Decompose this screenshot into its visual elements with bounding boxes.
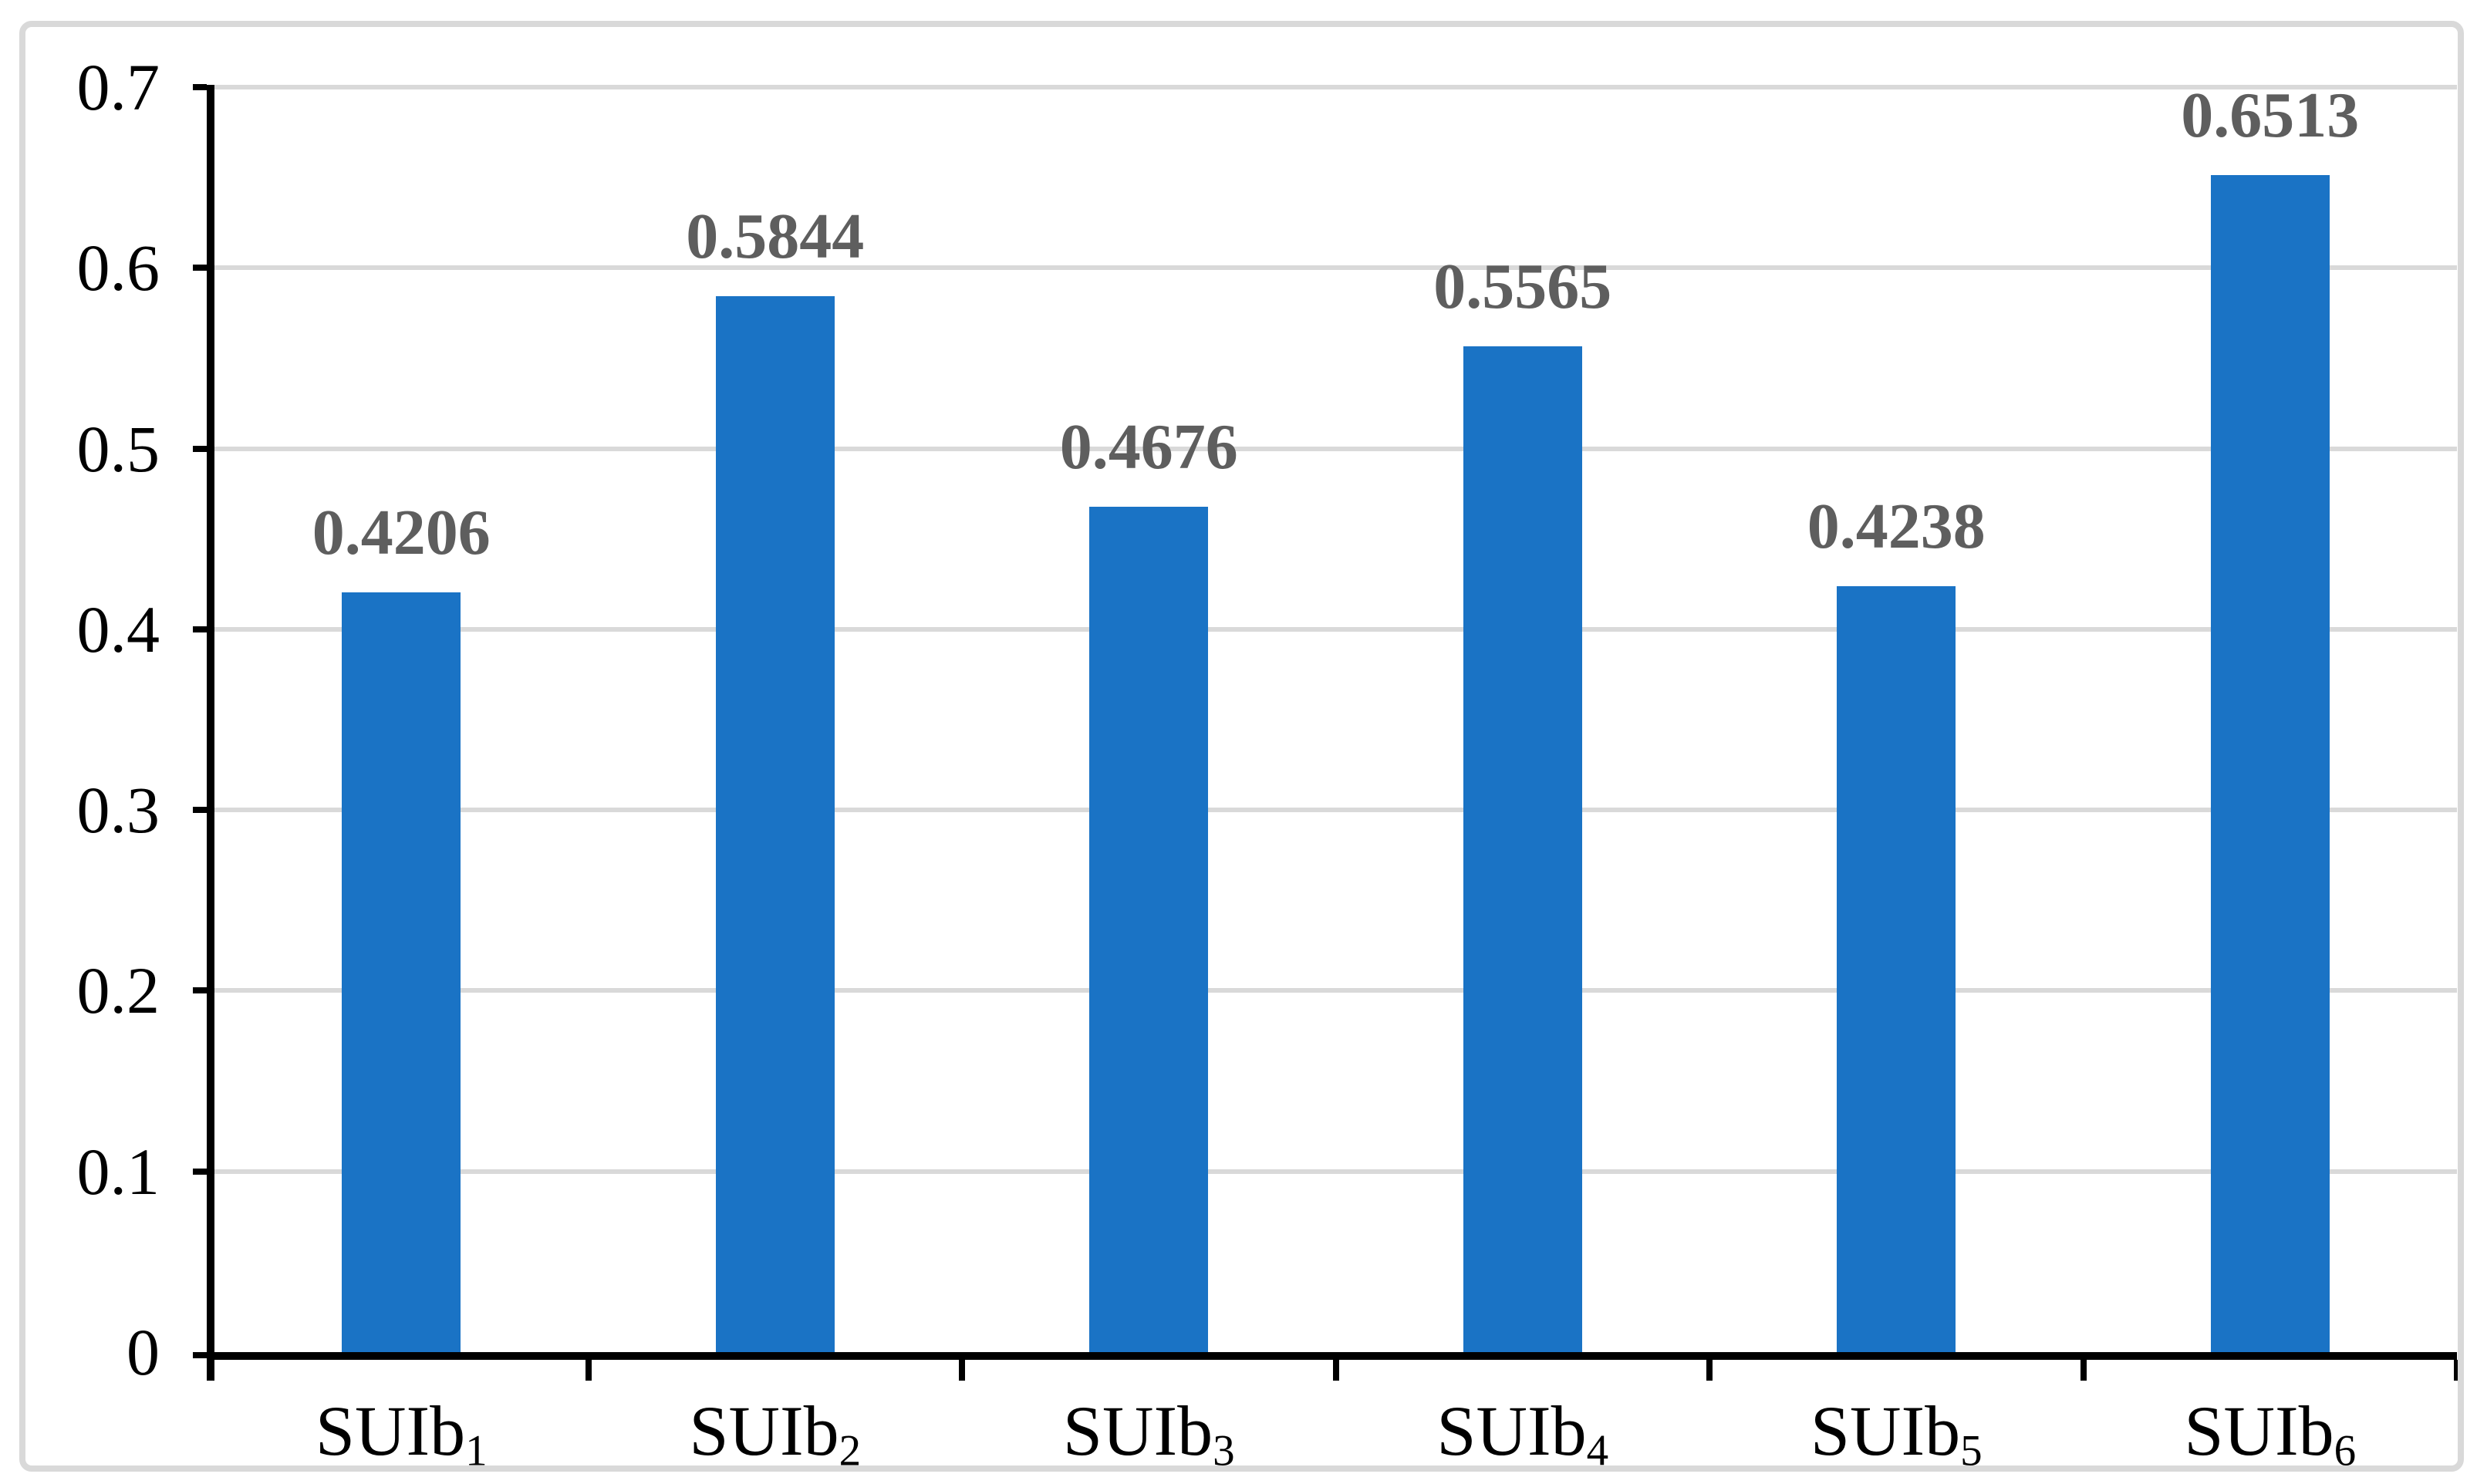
- y-axis-line: [207, 85, 214, 1381]
- bar-value-label: 0.5565: [1433, 251, 1612, 323]
- bar-value-label: 0.4676: [1059, 411, 1238, 484]
- bar-value-label: 0.5844: [686, 200, 865, 272]
- x-tick-6: [2454, 1360, 2460, 1381]
- category-base-text: SUIb: [1062, 1391, 1213, 1470]
- gridline-0.3: [214, 808, 2457, 813]
- x-category-label: SUIb2: [589, 1392, 962, 1484]
- x-category-label: SUIb6: [2084, 1392, 2457, 1484]
- y-tick-0.1: [193, 1168, 207, 1175]
- x-tick-1: [585, 1360, 592, 1381]
- y-tick-0: [193, 1352, 207, 1358]
- gridline-0.2: [214, 988, 2457, 993]
- y-tick-0.7: [193, 84, 207, 90]
- bar-SUIb3: [1089, 507, 1209, 1352]
- x-category-label: SUIb4: [1336, 1392, 1709, 1484]
- gridline-0.1: [214, 1169, 2457, 1174]
- y-axis-tick-label: 0: [127, 1315, 160, 1389]
- y-tick-0.4: [193, 626, 207, 632]
- x-tick-2: [959, 1360, 965, 1381]
- category-subscript: 4: [1586, 1426, 1609, 1476]
- x-category-label: SUIb5: [1709, 1392, 2083, 1484]
- gridline-0.7: [214, 85, 2457, 89]
- category-subscript: 6: [2334, 1426, 2357, 1476]
- y-tick-0.5: [193, 445, 207, 452]
- y-axis-tick-label: 0.5: [76, 411, 160, 486]
- x-tick-4: [1706, 1360, 1713, 1381]
- y-axis-tick-label: 0.6: [76, 231, 160, 305]
- x-category-label: SUIb3: [962, 1392, 1335, 1484]
- bar-SUIb4: [1463, 346, 1582, 1352]
- x-tick-3: [1332, 1360, 1339, 1381]
- x-category-label: SUIb1: [214, 1392, 588, 1484]
- bar-SUIb2: [715, 295, 835, 1352]
- x-tick-0: [208, 1360, 214, 1381]
- y-axis-tick-label: 0.4: [76, 592, 160, 666]
- y-axis-tick-label: 0.7: [76, 50, 160, 124]
- category-subscript: 1: [465, 1426, 488, 1476]
- bar-value-label: 0.4206: [312, 496, 491, 568]
- category-subscript: 5: [1960, 1426, 1983, 1476]
- y-tick-0.2: [193, 987, 207, 994]
- bar-SUIb1: [342, 592, 461, 1352]
- y-axis-tick-label: 0.2: [76, 953, 160, 1028]
- x-axis-line: [207, 1352, 2457, 1360]
- category-base-text: SUIb: [2184, 1391, 2334, 1470]
- gridline-0.4: [214, 626, 2457, 632]
- category-subscript: 2: [839, 1426, 862, 1476]
- y-axis-tick-label: 0.1: [76, 1134, 160, 1209]
- bar-SUIb6: [2210, 175, 2330, 1352]
- bar-value-label: 0.6513: [2181, 79, 2360, 152]
- y-axis-tick-label: 0.3: [76, 773, 160, 848]
- category-base-text: SUIb: [1810, 1391, 1961, 1470]
- gridline-0.5: [214, 446, 2457, 451]
- category-base-text: SUIb: [1436, 1391, 1587, 1470]
- bar-value-label: 0.4238: [1807, 491, 1986, 563]
- category-subscript: 3: [1213, 1426, 1235, 1476]
- y-tick-0.6: [193, 265, 207, 272]
- category-base-text: SUIb: [689, 1391, 839, 1470]
- gridline-0.6: [214, 265, 2457, 271]
- x-tick-5: [2080, 1360, 2087, 1381]
- bar-SUIb5: [1837, 586, 1956, 1352]
- category-base-text: SUIb: [315, 1391, 466, 1470]
- y-tick-0.3: [193, 807, 207, 814]
